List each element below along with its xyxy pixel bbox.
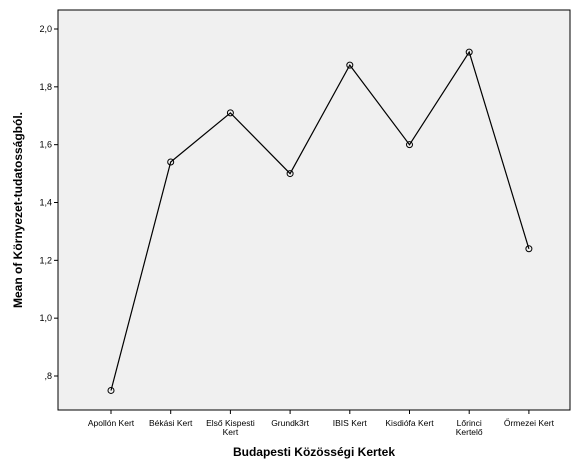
data-point-marker (226, 109, 234, 117)
data-point-marker (167, 158, 175, 166)
data-point-marker (286, 170, 294, 178)
x-tick-label: Békási Kert (149, 418, 193, 428)
y-tick-label: 1,4 (39, 198, 52, 208)
x-tick-label: Őrmezei Kert (504, 418, 555, 428)
y-axis: ,8 1,0 1,2 1,4 1,6 1,8 2,0 (39, 24, 58, 381)
x-tick-label: Lőrinci Kertelő (456, 418, 483, 437)
data-point-marker (346, 61, 354, 69)
x-axis: Apollón Kert Békási Kert Első Kispesti Kert… (88, 410, 555, 437)
series-polyline (110, 50, 530, 391)
x-tick-label: Apollón Kert (88, 418, 135, 428)
data-point-marker (465, 48, 473, 56)
x-axis-title: Budapesti Közösségi Kertek (233, 445, 395, 459)
data-point-marker (525, 245, 533, 253)
x-tick-label: IBIS Kert (333, 418, 368, 428)
y-tick-label: 1,6 (39, 140, 52, 150)
plot-area (57, 9, 571, 411)
data-point-marker (406, 141, 413, 149)
y-axis-title: Mean of Környezet-tudatosságból. (11, 112, 25, 308)
x-tick-label: Első Kispesti Kert (206, 418, 255, 437)
y-tick-label: 1,0 (39, 313, 52, 323)
data-point-marker (107, 386, 115, 394)
y-tick-label: 1,2 (39, 255, 52, 265)
y-tick-label: ,8 (44, 371, 52, 381)
y-tick-label: 1,8 (39, 82, 52, 92)
x-tick-label: Kisdiófa Kert (385, 418, 434, 428)
series-line (107, 48, 533, 394)
y-tick-label: 2,0 (39, 24, 52, 34)
x-tick-label: Grundk3rt (271, 418, 309, 428)
